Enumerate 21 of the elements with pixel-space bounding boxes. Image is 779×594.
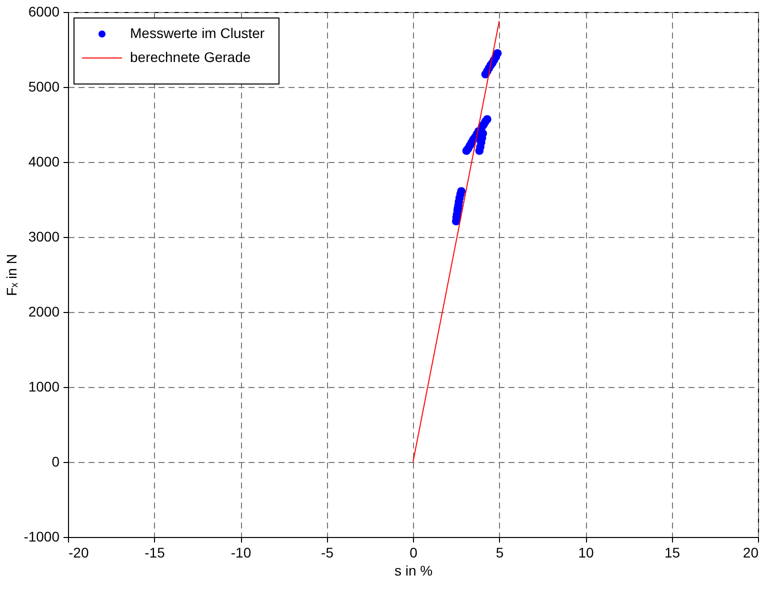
x-tick-label: 15 xyxy=(664,544,680,560)
x-tick-label: 20 xyxy=(742,544,759,560)
x-tick-label: 5 xyxy=(496,544,504,560)
legend-label: Messwerte im Cluster xyxy=(130,25,265,41)
y-tick-label: 2000 xyxy=(28,304,60,320)
y-tick-label: 6000 xyxy=(28,4,60,20)
x-tick-label: -20 xyxy=(68,544,89,560)
x-tick-label: -10 xyxy=(230,544,252,560)
y-tick-label: 1000 xyxy=(28,378,60,394)
x-tick-label: 0 xyxy=(410,544,418,560)
x-tick-label: -5 xyxy=(321,544,334,560)
y-tick-label: 5000 xyxy=(28,78,60,94)
x-tick-label: -15 xyxy=(144,544,166,560)
x-tick-label: 10 xyxy=(578,544,594,560)
x-axis-title: s in % xyxy=(394,562,433,578)
y-tick-label: 0 xyxy=(52,454,60,470)
y-tick-label: 4000 xyxy=(28,154,60,170)
y-tick-label: 3000 xyxy=(28,228,60,244)
y-tick-label: -1000 xyxy=(24,528,60,544)
y-axis-title: Fₓ in N xyxy=(4,254,20,296)
legend-label: berechnete Gerade xyxy=(130,49,251,65)
